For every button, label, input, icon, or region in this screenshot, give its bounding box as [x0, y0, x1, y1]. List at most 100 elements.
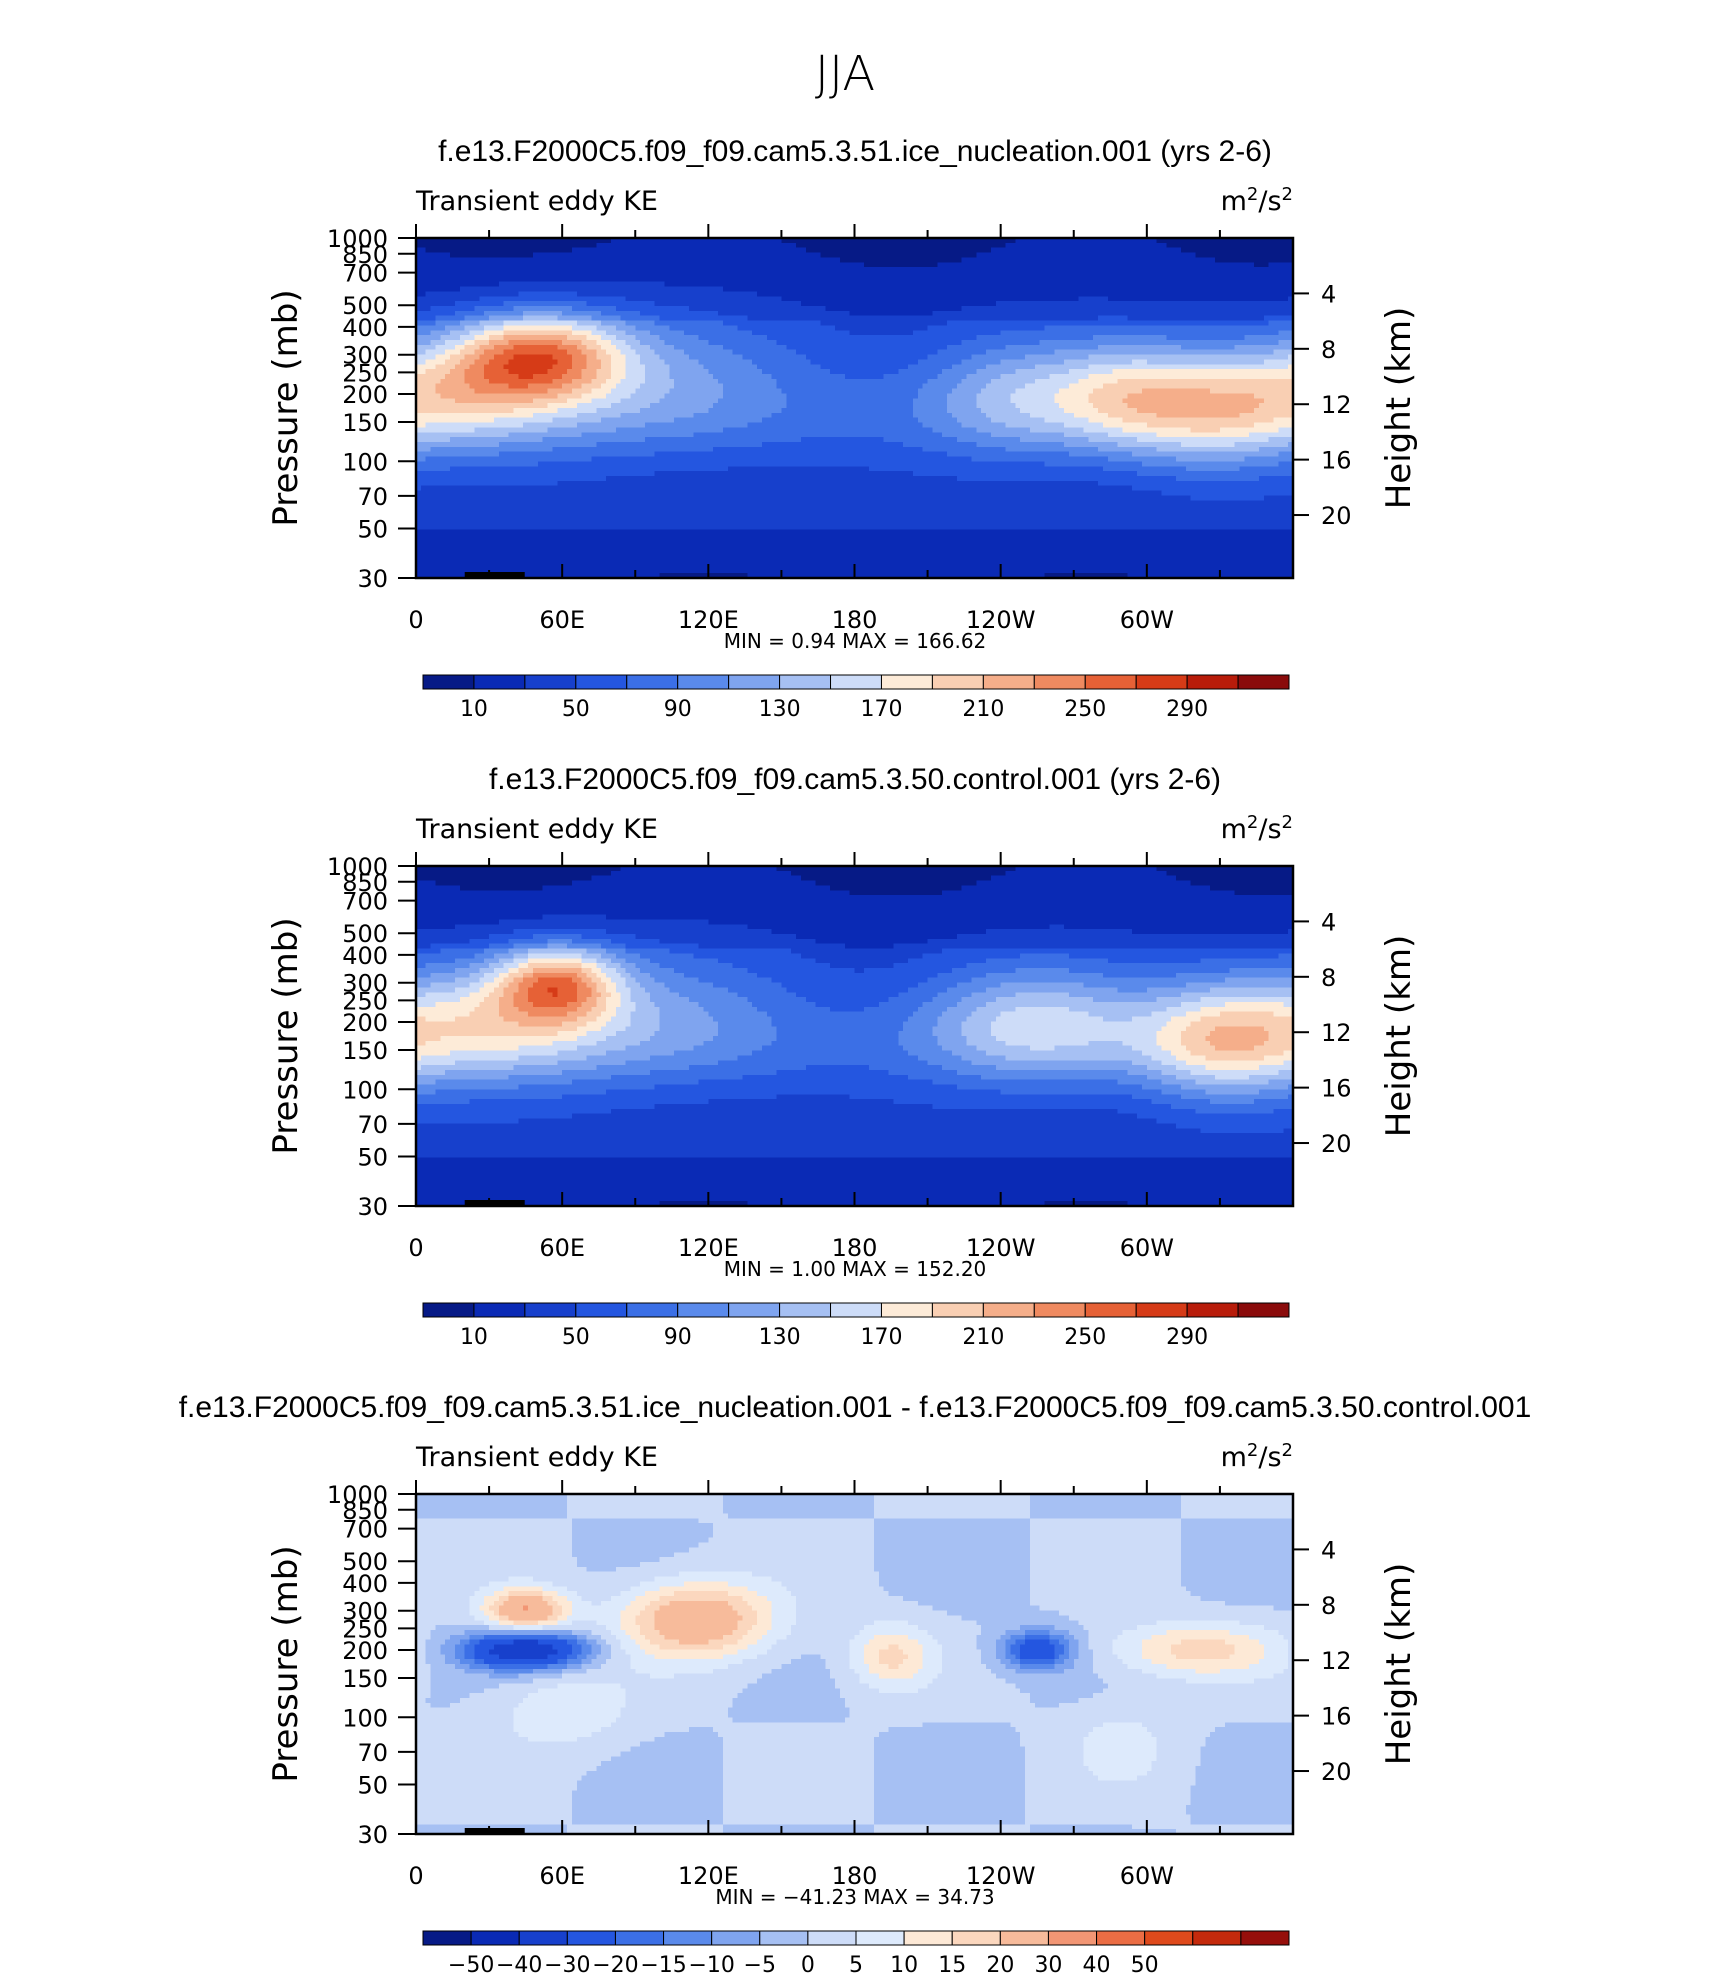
y-tick-label: 200	[342, 381, 388, 409]
colorbar-label: −50	[448, 1953, 494, 1975]
y-tick-label: 400	[342, 942, 388, 970]
colorbar-label: 15	[938, 1953, 966, 1975]
colorbar-swatch	[728, 1302, 781, 1318]
y-tick-label: 150	[342, 409, 388, 437]
y-tick-label: 30	[357, 565, 388, 593]
y-tick-label: 70	[357, 1111, 388, 1139]
colorbar-label: 210	[962, 1325, 1004, 1350]
y-tick-label: 30	[357, 1193, 388, 1221]
variable-label: Transient eddy KE	[415, 1442, 658, 1473]
y-tick-label: 850	[342, 1497, 388, 1525]
x-tick-label: 0	[408, 1234, 423, 1262]
colorbar-label: 5	[849, 1953, 863, 1975]
colorbar-swatch	[566, 1930, 616, 1946]
colorbar-swatch	[663, 1930, 713, 1946]
colorbar-label: 10	[460, 697, 488, 722]
x-tick-label: 180	[832, 1234, 878, 1262]
y-tick-label: 50	[357, 1771, 388, 1799]
right-axis-label: Height (km)	[1379, 935, 1419, 1138]
colorbar-label: 10	[890, 1953, 918, 1975]
y-tick-label: 250	[342, 1615, 388, 1643]
y-tick-label: 850	[342, 241, 388, 269]
height-tick-label: 8	[1321, 336, 1336, 364]
y-tick-label: 70	[357, 483, 388, 511]
colorbar-label: 90	[664, 697, 692, 722]
y-tick-label: 30	[357, 1821, 388, 1849]
colorbar-swatch	[855, 1930, 905, 1946]
colorbar-swatch	[982, 1302, 1035, 1318]
height-tick-label: 20	[1321, 1130, 1352, 1158]
colorbar: −50 −40 −30 −20 −15 −10 −5 0 5 10 15 20 30 40 50	[422, 1930, 1290, 1975]
height-tick-label: 12	[1321, 1019, 1352, 1047]
colorbar-swatch	[677, 1302, 730, 1318]
y-tick-label: 300	[342, 342, 388, 370]
colorbar-swatch	[880, 674, 933, 690]
colorbar-swatch	[982, 674, 1035, 690]
colorbar-swatch	[575, 674, 628, 690]
y-tick-label: 1000	[327, 225, 388, 253]
colorbar-swatch	[779, 1302, 832, 1318]
y-tick-label: 700	[342, 260, 388, 288]
x-tick-label: 60E	[539, 1234, 585, 1262]
min-max-label: MIN = −41.23 MAX = 34.73	[715, 1885, 994, 1909]
units-label: m2/s2	[1221, 184, 1293, 217]
y-tick-label: 100	[342, 1076, 388, 1104]
y-axis-label: Pressure (mb)	[266, 1545, 306, 1782]
units-label: m2/s2	[1221, 1440, 1293, 1473]
contour-field	[416, 1494, 1294, 1835]
y-tick-label: 200	[342, 1637, 388, 1665]
colorbar-label: −15	[640, 1953, 686, 1975]
colorbar-swatch	[830, 674, 882, 690]
colorbar-label: 130	[759, 1325, 801, 1350]
y-tick-label: 400	[342, 1570, 388, 1598]
panel-title: f.e13.F2000C5.f09_f09.cam5.3.50.control.…	[489, 763, 1221, 796]
colorbar-swatch	[422, 1302, 475, 1318]
contour-field	[416, 238, 1294, 579]
variable-label: Transient eddy KE	[415, 814, 658, 845]
x-tick-label: 120E	[678, 1234, 739, 1262]
x-tick-label: 120W	[966, 1862, 1036, 1890]
y-tick-label: 150	[342, 1665, 388, 1693]
colorbar-swatch	[614, 1930, 665, 1946]
x-tick-label: 120E	[678, 606, 739, 634]
x-tick-label: 180	[832, 606, 878, 634]
y-tick-label: 50	[357, 515, 388, 543]
y-tick-label: 500	[342, 920, 388, 948]
x-tick-label: 120W	[966, 606, 1036, 634]
colorbar-label: 250	[1064, 1325, 1106, 1350]
colorbar-swatch	[518, 1930, 568, 1946]
x-tick-label: 0	[408, 606, 423, 634]
height-tick-label: 20	[1321, 1758, 1352, 1786]
colorbar-swatch	[1186, 674, 1239, 690]
panel-3: f.e13.F2000C5.f09_f09.cam5.3.51.ice_nucl…	[179, 1391, 1532, 1975]
colorbar-swatch	[422, 674, 475, 690]
colorbar: 10 50 90 130 170 210 250 290	[422, 1302, 1290, 1350]
y-tick-label: 700	[342, 888, 388, 916]
height-tick-label: 12	[1321, 1647, 1352, 1675]
colorbar-swatch	[830, 1302, 882, 1318]
colorbar-swatch	[1237, 1302, 1290, 1318]
colorbar-swatch	[422, 1930, 472, 1946]
y-tick-label: 1000	[327, 853, 388, 881]
colorbar-swatch	[1047, 1930, 1098, 1946]
height-tick-label: 16	[1321, 1075, 1352, 1103]
x-tick-label: 60W	[1120, 606, 1174, 634]
surface-topography	[464, 572, 525, 578]
colorbar-label: −20	[592, 1953, 638, 1975]
x-tick-label: 60W	[1120, 1234, 1174, 1262]
colorbar-swatch	[1192, 1930, 1242, 1946]
y-tick-label: 70	[357, 1739, 388, 1767]
units-label: m2/s2	[1221, 812, 1293, 845]
height-tick-label: 8	[1321, 1592, 1336, 1620]
y-tick-label: 150	[342, 1037, 388, 1065]
colorbar-swatch	[524, 1302, 577, 1318]
colorbar-swatch	[931, 1302, 984, 1318]
colorbar-swatch	[1096, 1930, 1146, 1946]
colorbar-swatch	[575, 1302, 628, 1318]
colorbar-label: 290	[1166, 697, 1208, 722]
colorbar-swatch	[1033, 674, 1086, 690]
height-tick-label: 16	[1321, 1703, 1352, 1731]
colorbar-swatch	[711, 1930, 761, 1946]
colorbar-swatch	[951, 1930, 1001, 1946]
